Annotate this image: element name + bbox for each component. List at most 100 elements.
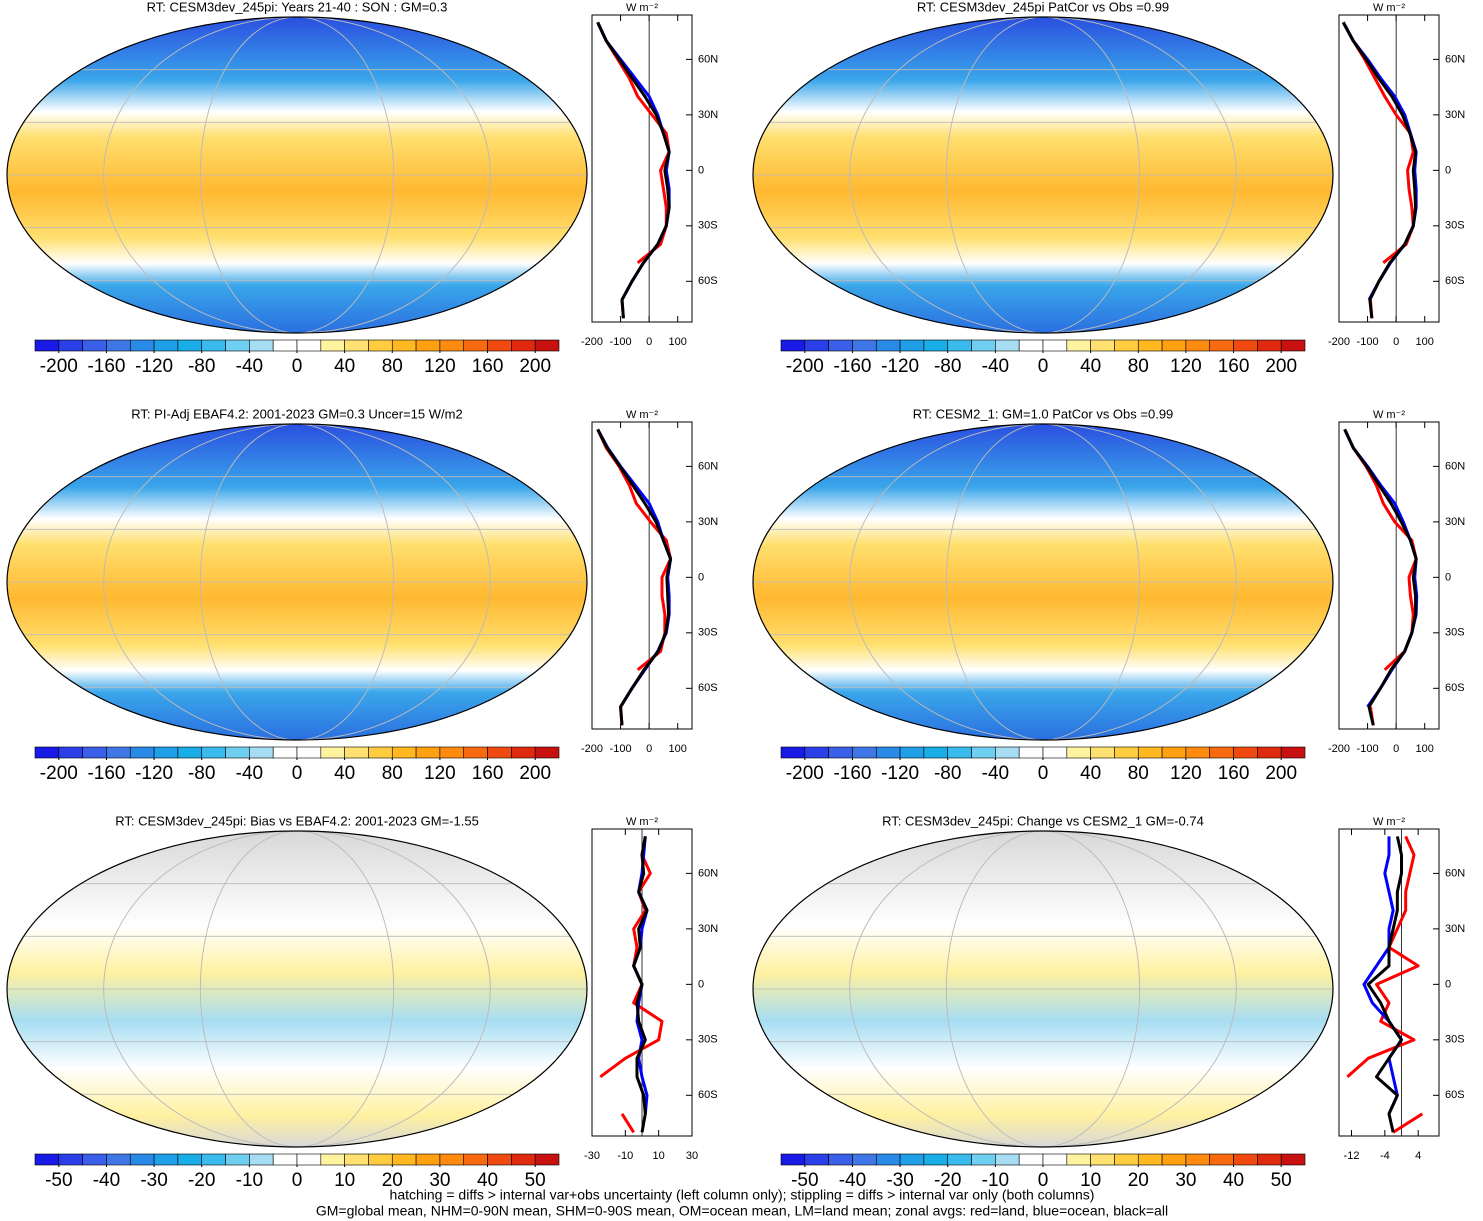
- colorbar-box: [391, 339, 417, 352]
- map-border: [6, 16, 588, 334]
- colorbar-box: [1042, 746, 1068, 759]
- x-tick-label: 10: [653, 1150, 665, 1162]
- colorbar-box: [875, 1153, 901, 1166]
- colorbar-label: 200: [519, 763, 551, 784]
- colorbar-box: [1209, 746, 1234, 759]
- colorbar-box: [828, 746, 853, 759]
- colorbar-label: -200: [786, 356, 824, 377]
- colorbar-label: 200: [1265, 763, 1297, 784]
- colorbar-box: [58, 339, 83, 352]
- colorbar-box: [947, 746, 972, 759]
- y-tick-label: 30N: [698, 109, 718, 121]
- colorbar-box: [852, 339, 877, 352]
- colorbar-box: [415, 746, 441, 759]
- colorbar-box: [780, 1153, 806, 1166]
- colorbar-box: [439, 339, 465, 352]
- y-tick-label: 30S: [1445, 1034, 1465, 1046]
- y-tick-label: 60S: [1445, 682, 1465, 694]
- colorbar-box: [1066, 339, 1091, 352]
- meridian: [199, 17, 395, 333]
- y-tick-label: 30N: [698, 923, 718, 935]
- x-tick-label: -10: [617, 1150, 633, 1162]
- y-tick-label: 60S: [698, 682, 718, 694]
- colorbar-box: [1257, 746, 1282, 759]
- meridian: [849, 424, 1237, 740]
- colorbar-box: [1257, 1153, 1282, 1166]
- colorbar-box: [153, 746, 179, 759]
- zonal-line: [1343, 428, 1418, 726]
- colorbar-box: [1257, 339, 1282, 352]
- units-label: W m⁻²: [1373, 816, 1405, 828]
- colorbar-label: -10: [236, 1170, 263, 1191]
- colorbar-label: -120: [135, 763, 173, 784]
- colorbar-box: [368, 1153, 393, 1166]
- y-tick-label: 60N: [698, 867, 718, 879]
- map-border: [752, 423, 1334, 741]
- x-tick-label: 100: [1416, 743, 1434, 755]
- colorbar-box: [1066, 746, 1091, 759]
- colorbar-box: [1090, 746, 1115, 759]
- colorbar-box: [153, 1153, 179, 1166]
- colorbar-box: [344, 746, 369, 759]
- profile-frame: [1338, 828, 1440, 1137]
- map-title: RT: CESM3dev_245pi PatCor vs Obs =0.99: [917, 0, 1169, 14]
- x-tick-label: -4: [1380, 1150, 1390, 1162]
- colorbar-label: -80: [934, 356, 961, 377]
- colorbar-box: [947, 1153, 972, 1166]
- colorbar-box: [106, 1153, 131, 1166]
- colorbar-box: [1280, 746, 1306, 759]
- x-tick-label: 0: [646, 336, 652, 348]
- colorbar-label: 20: [1128, 1170, 1149, 1191]
- colorbar-box: [296, 339, 322, 352]
- zonal-line: [1341, 21, 1418, 319]
- colorbar-label: 0: [292, 763, 303, 784]
- x-tick-label: 0: [1393, 336, 1399, 348]
- x-tick-label: -200: [581, 743, 603, 755]
- colorbar-label: 40: [1080, 763, 1101, 784]
- colorbar-label: -40: [982, 356, 1009, 377]
- meridian: [945, 17, 1141, 333]
- colorbar-box: [344, 1153, 369, 1166]
- colorbar-label: -160: [833, 763, 871, 784]
- colorbar-box: [391, 1153, 417, 1166]
- colorbar-label: -10: [982, 1170, 1009, 1191]
- colorbar-box: [899, 339, 925, 352]
- colorbar-label: 120: [424, 763, 456, 784]
- colorbar-box: [177, 339, 203, 352]
- colorbar-box: [971, 746, 996, 759]
- colorbar-box: [177, 746, 203, 759]
- colorbar-label: 50: [525, 1170, 546, 1191]
- colorbar-box: [1280, 339, 1306, 352]
- colorbar-label: -160: [87, 763, 125, 784]
- zonal-line: [596, 428, 673, 726]
- colorbar-label: 10: [334, 1170, 355, 1191]
- colorbar-box: [1018, 746, 1044, 759]
- colorbar-box: [415, 339, 441, 352]
- colorbar-box: [296, 1153, 322, 1166]
- colorbar-box: [780, 339, 806, 352]
- colorbar-box: [82, 339, 107, 352]
- y-tick-label: 30S: [698, 627, 718, 639]
- colorbar-box: [82, 1153, 107, 1166]
- colorbar-label: 160: [1218, 356, 1250, 377]
- colorbar-box: [272, 1153, 298, 1166]
- meridian: [849, 17, 1237, 333]
- x-tick-label: 30: [686, 1150, 698, 1162]
- colorbar-box: [34, 746, 60, 759]
- colorbar-label: -20: [188, 1170, 215, 1191]
- y-tick-label: 60S: [698, 275, 718, 287]
- colorbar-box: [511, 1153, 536, 1166]
- colorbar-label: 80: [382, 356, 403, 377]
- colorbar-box: [201, 746, 226, 759]
- colorbar-box: [249, 746, 274, 759]
- colorbar-box: [201, 1153, 226, 1166]
- colorbar-box: [828, 1153, 853, 1166]
- colorbar-label: -200: [40, 763, 78, 784]
- colorbar-label: -40: [236, 356, 263, 377]
- colorbar-label: -50: [45, 1170, 72, 1191]
- x-tick-label: -200: [581, 336, 603, 348]
- map: [753, 17, 1333, 333]
- colorbar-box: [225, 339, 250, 352]
- colorbar-box: [1161, 746, 1187, 759]
